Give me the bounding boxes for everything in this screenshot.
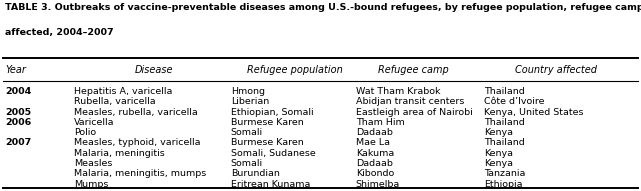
Text: Country affected: Country affected <box>515 65 597 75</box>
Text: Dadaab: Dadaab <box>356 128 393 137</box>
Text: Somali, Sudanese: Somali, Sudanese <box>231 149 315 158</box>
Text: TABLE 3. Outbreaks of vaccine-preventable diseases among U.S.-bound refugees, by: TABLE 3. Outbreaks of vaccine-preventabl… <box>5 3 641 12</box>
Text: 2005: 2005 <box>5 108 31 117</box>
Text: Dadaab: Dadaab <box>356 159 393 168</box>
Text: Kenya, United States: Kenya, United States <box>484 108 583 117</box>
Text: Thailand: Thailand <box>484 138 525 147</box>
Text: Mumps: Mumps <box>74 180 108 189</box>
Text: Eritrean Kunama: Eritrean Kunama <box>231 180 310 189</box>
Text: Tham Him: Tham Him <box>356 118 404 127</box>
Text: Côte d’Ivoire: Côte d’Ivoire <box>484 97 544 106</box>
Text: Burmese Karen: Burmese Karen <box>231 118 303 127</box>
Text: Hmong: Hmong <box>231 87 265 96</box>
Text: 2007: 2007 <box>5 138 31 147</box>
Text: Disease: Disease <box>135 65 173 75</box>
Text: Somali: Somali <box>231 128 263 137</box>
Text: Refugee population: Refugee population <box>247 65 343 75</box>
Text: Somali: Somali <box>231 159 263 168</box>
Text: Refugee camp: Refugee camp <box>378 65 449 75</box>
Text: Wat Tham Krabok: Wat Tham Krabok <box>356 87 440 96</box>
Text: Measles, typhoid, varicella: Measles, typhoid, varicella <box>74 138 200 147</box>
Text: 2006: 2006 <box>5 118 31 127</box>
Text: Kenya: Kenya <box>484 159 513 168</box>
Text: Shimelba: Shimelba <box>356 180 400 189</box>
Text: 2004: 2004 <box>5 87 31 96</box>
Text: Ethiopia: Ethiopia <box>484 180 522 189</box>
Text: Malaria, meningitis: Malaria, meningitis <box>74 149 165 158</box>
Text: Rubella, varicella: Rubella, varicella <box>74 97 155 106</box>
Text: Eastleigh area of Nairobi: Eastleigh area of Nairobi <box>356 108 472 117</box>
Text: Thailand: Thailand <box>484 118 525 127</box>
Text: Tanzania: Tanzania <box>484 169 526 178</box>
Text: Mae La: Mae La <box>356 138 390 147</box>
Text: Ethiopian, Somali: Ethiopian, Somali <box>231 108 313 117</box>
Text: Abidjan transit centers: Abidjan transit centers <box>356 97 464 106</box>
Text: Kenya: Kenya <box>484 128 513 137</box>
Text: affected, 2004–2007: affected, 2004–2007 <box>5 28 113 37</box>
Text: Kakuma: Kakuma <box>356 149 394 158</box>
Text: Burundian: Burundian <box>231 169 279 178</box>
Text: Burmese Karen: Burmese Karen <box>231 138 303 147</box>
Text: Polio: Polio <box>74 128 96 137</box>
Text: Hepatitis A, varicella: Hepatitis A, varicella <box>74 87 172 96</box>
Text: Kibondo: Kibondo <box>356 169 394 178</box>
Text: Measles, rubella, varicella: Measles, rubella, varicella <box>74 108 197 117</box>
Text: Varicella: Varicella <box>74 118 114 127</box>
Text: Year: Year <box>5 65 26 75</box>
Text: Malaria, meningitis, mumps: Malaria, meningitis, mumps <box>74 169 206 178</box>
Text: Thailand: Thailand <box>484 87 525 96</box>
Text: Measles: Measles <box>74 159 112 168</box>
Text: Kenya: Kenya <box>484 149 513 158</box>
Text: Liberian: Liberian <box>231 97 269 106</box>
